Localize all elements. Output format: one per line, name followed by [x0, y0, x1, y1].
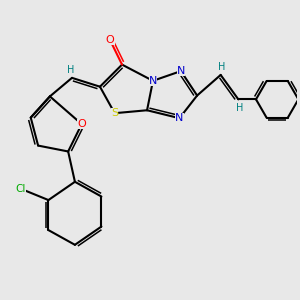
- Text: N: N: [175, 113, 184, 123]
- Text: Cl: Cl: [16, 184, 26, 194]
- Text: N: N: [177, 66, 185, 76]
- Text: O: O: [77, 119, 86, 129]
- Text: O: O: [106, 35, 115, 46]
- Text: H: H: [67, 64, 74, 75]
- Text: N: N: [149, 76, 157, 86]
- Text: H: H: [218, 62, 226, 72]
- Text: H: H: [236, 103, 244, 112]
- Text: S: S: [111, 108, 118, 118]
